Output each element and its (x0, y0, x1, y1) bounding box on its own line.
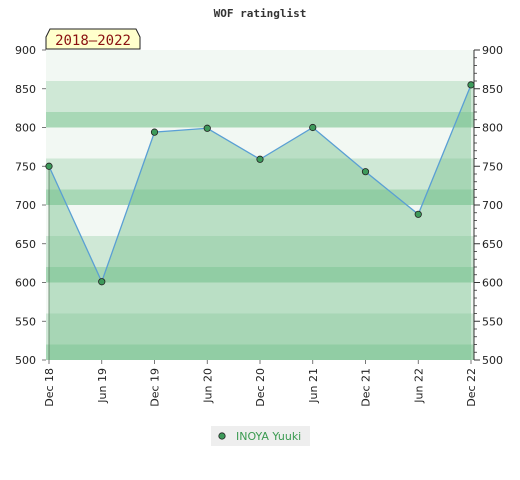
band (46, 81, 474, 97)
data-point (414, 210, 422, 218)
y-axis-left: 500 550 600 650 700 750 800 850 900 (15, 44, 46, 367)
band (46, 65, 474, 81)
x-tick-label: Dec 21 (360, 368, 373, 407)
area-path (49, 84, 471, 360)
x-tick-label: Jun 20 (201, 368, 214, 404)
data-point (98, 278, 106, 286)
y-axis-right: 500 550 600 650 700 750 800 850 900 (474, 44, 503, 367)
band (46, 236, 474, 252)
x-tick-label: Dec 19 (149, 368, 162, 407)
x-tick-label: Dec 18 (43, 368, 56, 407)
band (46, 220, 474, 236)
data-point (256, 155, 264, 163)
band (46, 112, 474, 128)
band (46, 313, 474, 329)
legend: INOYA Yuuki (211, 426, 310, 446)
y-tick-label-right: 600 (482, 277, 503, 290)
legend-marker (218, 432, 226, 440)
band (46, 267, 474, 283)
band (46, 251, 474, 267)
band (46, 96, 474, 112)
y-tick-label-right: 800 (482, 122, 503, 135)
y-tick-label-left: 900 (15, 44, 36, 57)
data-point (309, 123, 317, 132)
data-point (150, 128, 159, 136)
data-point (361, 168, 370, 176)
band (46, 50, 474, 66)
legend-box (211, 426, 310, 446)
chart-title: WOF ratinglist (214, 7, 307, 20)
band (46, 298, 474, 314)
y-tick-label-left: 850 (15, 83, 36, 96)
x-tick-label: Jun 19 (96, 368, 109, 404)
data-point (203, 124, 211, 132)
x-tick-label: Jun 22 (412, 368, 425, 404)
band (46, 329, 474, 345)
y-tick-label-right: 700 (482, 199, 503, 212)
y-tick-label-right: 650 (482, 238, 503, 251)
y-tick-label-right: 500 (482, 354, 503, 367)
x-tick-label: Dec 20 (254, 368, 267, 407)
y-tick-label-right: 900 (482, 44, 503, 57)
band (46, 344, 474, 360)
period-badge: 2018–2022 (45, 28, 141, 50)
band (46, 282, 474, 298)
data-point (467, 81, 475, 89)
data-points (45, 81, 475, 286)
band (46, 174, 474, 190)
y-tick-label-right: 750 (482, 160, 503, 173)
legend-label: INOYA Yuuki (236, 430, 301, 443)
background-bands (46, 50, 474, 360)
y-tick-label-left: 700 (15, 199, 36, 212)
y-tick-label-left: 750 (15, 160, 36, 173)
band (46, 205, 474, 221)
x-axis: Dec 18 Jun 19 Dec 19 Jun 20 Dec 20 Jun 21 Dec … (43, 360, 478, 407)
y-tick-label-right: 850 (482, 83, 503, 96)
x-tick-label: Dec 22 (465, 368, 478, 407)
y-tick-label-left: 550 (15, 315, 36, 328)
period-badge-text: 2018–2022 (55, 33, 131, 49)
band (46, 127, 474, 143)
y-tick-label-left: 650 (15, 238, 36, 251)
band (46, 143, 474, 159)
y-tick-label-left: 500 (15, 354, 36, 367)
y-tick-label-left: 600 (15, 277, 36, 290)
band (46, 189, 474, 205)
y-tick-label-left: 800 (15, 122, 36, 135)
data-point (45, 162, 53, 170)
x-tick-label: Jun 21 (307, 368, 320, 404)
y-tick-label-right: 550 (482, 315, 503, 328)
period-badge-box (45, 28, 141, 50)
